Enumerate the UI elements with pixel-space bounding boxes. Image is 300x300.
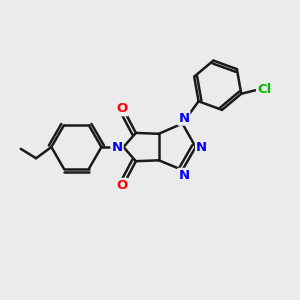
Text: O: O [116,179,128,192]
Text: O: O [116,102,128,115]
Text: N: N [112,141,123,154]
Text: N: N [196,141,207,154]
Text: N: N [178,112,189,125]
Text: Cl: Cl [257,83,271,96]
Text: N: N [178,169,189,182]
